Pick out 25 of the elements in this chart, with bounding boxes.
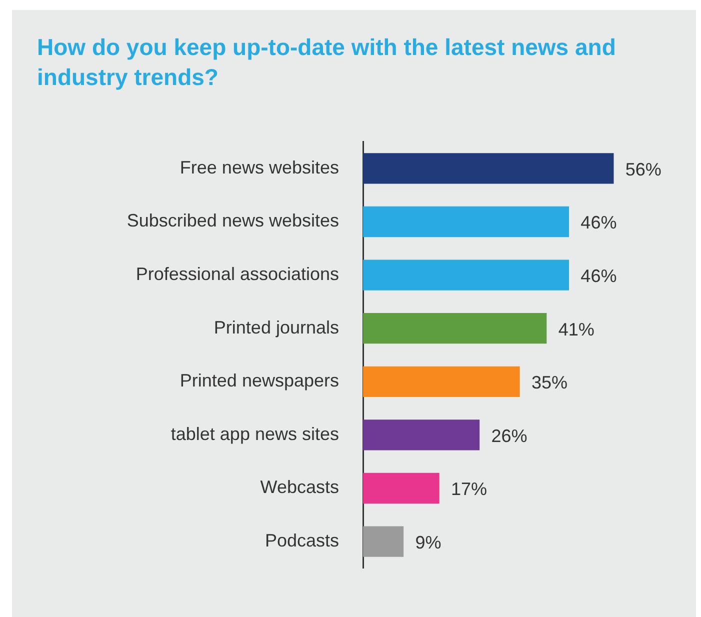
data-label: 9% <box>415 532 442 553</box>
bar <box>363 526 404 557</box>
y-tick-label: Subscribed news websites <box>126 210 339 231</box>
y-tick-label: Printed newspapers <box>180 370 339 391</box>
data-label: 46% <box>580 266 617 286</box>
bar <box>363 366 520 397</box>
data-label: 26% <box>491 426 528 446</box>
bar <box>363 313 547 344</box>
data-label: 46% <box>580 212 617 233</box>
bar <box>363 206 570 238</box>
bar <box>363 260 570 290</box>
data-label: 17% <box>451 479 488 500</box>
chart-title: How do you keep up-to-date with the latest news and industry trends? <box>37 33 617 92</box>
bar <box>363 472 440 504</box>
data-label: 41% <box>558 319 594 340</box>
y-tick-label: Podcasts <box>264 530 339 551</box>
data-label: 56% <box>625 159 662 180</box>
y-tick-label: Free news websites <box>180 157 339 178</box>
y-tick-label: Professional associations <box>136 264 339 284</box>
y-tick-label: Printed journals <box>214 317 339 338</box>
data-label: 35% <box>532 372 568 393</box>
bar <box>363 153 614 184</box>
bar <box>363 420 480 450</box>
y-tick-label: Webcasts <box>260 477 339 498</box>
y-tick-label: tablet app news sites <box>170 424 339 444</box>
